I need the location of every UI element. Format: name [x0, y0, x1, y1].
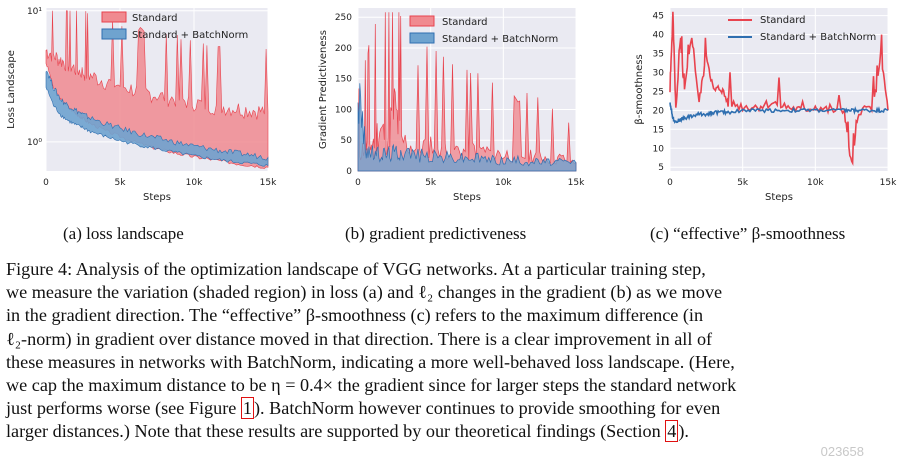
y-axis-label: Loss Landscape — [6, 50, 17, 129]
y-tick-label: 250 — [335, 13, 352, 23]
series-area-standard — [357, 12, 577, 172]
legend-swatch — [101, 11, 127, 23]
y-tick-label: 10¹ — [27, 7, 42, 17]
y-tick-label: 30 — [653, 68, 665, 78]
watermark: 023658 — [820, 444, 864, 459]
y-tick-label: 10 — [653, 144, 665, 154]
x-tick-label: 5k — [425, 178, 437, 188]
x-tick-label: 15k — [880, 178, 897, 188]
caption-text: ). BatchNorm however continues to provid… — [253, 398, 721, 419]
x-tick-label: 0 — [43, 178, 49, 188]
legend-swatch — [409, 32, 435, 44]
x-tick-label: 10k — [807, 178, 824, 188]
y-tick-label: 200 — [335, 44, 352, 54]
chart-gradient-predictiveness: 0 5k 10k 15k 0 50 100 150 200 250 Steps Gradient Pr… — [318, 8, 585, 203]
x-tick-label: 15k — [260, 178, 277, 188]
panel-gradient-predictiveness: 0 5k 10k 15k 0 50 100 150 200 250 Steps Gradient Pr… — [300, 0, 600, 222]
y-tick-label: 10⁰ — [27, 138, 42, 148]
y-tick-label: 45 — [653, 12, 664, 22]
chart-beta-smoothness: 0 5k 10k 15k 5 10 15 20 25 30 35 40 45 Steps β-smoothn… — [634, 8, 897, 203]
caption-text: just performs worse (see Figure — [6, 398, 241, 419]
panel-beta-smoothness: 0 5k 10k 15k 5 10 15 20 25 30 35 40 45 Steps β-smoothn… — [620, 0, 900, 222]
y-axis-label: Gradient Predictiveness — [318, 30, 329, 149]
legend-swatch — [409, 15, 435, 27]
caption-text: ). — [678, 421, 689, 442]
series-line-batchnorm — [669, 102, 889, 124]
legend-label: Standard — [760, 15, 806, 26]
y-tick-label: 15 — [653, 125, 664, 135]
y-tick-label: 0 — [346, 167, 352, 177]
caption-text: larger distances.) Note that these resul… — [6, 421, 666, 442]
section-reference-link[interactable]: 4 — [665, 420, 679, 443]
y-tick-label: 100 — [335, 105, 352, 115]
legend-label: Standard — [442, 17, 488, 28]
series-area-batchnorm — [357, 83, 577, 172]
chart-loss-landscape: 0 5k 10k 15k 10⁰ 10¹ Steps Loss Landscape Standa… — [6, 7, 277, 203]
y-tick-label: 35 — [653, 49, 664, 59]
caption-line: larger distances.) Note that these resul… — [6, 420, 898, 443]
caption-a: (a) loss landscape — [63, 224, 184, 243]
legend-label: Standard + BatchNorm — [442, 34, 558, 45]
y-tick-label: 5 — [658, 163, 664, 173]
legend-label: Standard + BatchNorm — [760, 32, 876, 43]
x-tick-label: 5k — [115, 178, 127, 188]
legend-swatch — [101, 28, 127, 40]
y-tick-label: 20 — [653, 106, 665, 116]
caption-line: we cap the maximum distance to be η = 0.… — [6, 375, 737, 396]
x-tick-label: 0 — [667, 178, 673, 188]
y-axis-label: β-smoothness — [634, 54, 645, 124]
y-tick-label: 25 — [653, 87, 664, 97]
y-tick-label: 50 — [341, 136, 353, 146]
x-tick-label: 10k — [186, 178, 203, 188]
caption-line: ℓ₂-norm) in gradient over distance moved… — [6, 328, 713, 349]
figure-reference-link[interactable]: 1 — [240, 397, 254, 420]
x-tick-label: 0 — [355, 178, 361, 188]
caption-line: in the gradient direction. The “effectiv… — [6, 305, 704, 326]
legend-label: Standard — [132, 13, 178, 24]
y-tick-label: 150 — [335, 75, 352, 85]
caption-line: Figure 4: Analysis of the optimization l… — [6, 259, 706, 279]
caption-line: we measure the variation (shaded region)… — [6, 282, 723, 303]
x-axis-label: Steps — [143, 192, 171, 203]
legend-label: Standard + BatchNorm — [132, 30, 248, 41]
panel-loss-landscape: 0 5k 10k 15k 10⁰ 10¹ Steps Loss Landscape Standa… — [0, 0, 280, 222]
caption-c: (c) “effective” β-smoothness — [650, 224, 846, 243]
caption-line: just performs worse (see Figure 1). Batc… — [6, 397, 898, 420]
series-band-batchnorm — [45, 71, 269, 167]
x-tick-label: 10k — [495, 178, 512, 188]
x-tick-label: 5k — [737, 178, 749, 188]
y-tick-label: 40 — [653, 31, 665, 41]
x-axis-label: Steps — [453, 192, 481, 203]
caption-line: these measures in networks with BatchNor… — [6, 351, 735, 372]
figure-caption: Figure 4: Analysis of the optimization l… — [6, 258, 898, 444]
caption-b: (b) gradient predictiveness — [345, 224, 527, 243]
x-tick-label: 15k — [568, 178, 585, 188]
x-axis-label: Steps — [765, 192, 793, 203]
